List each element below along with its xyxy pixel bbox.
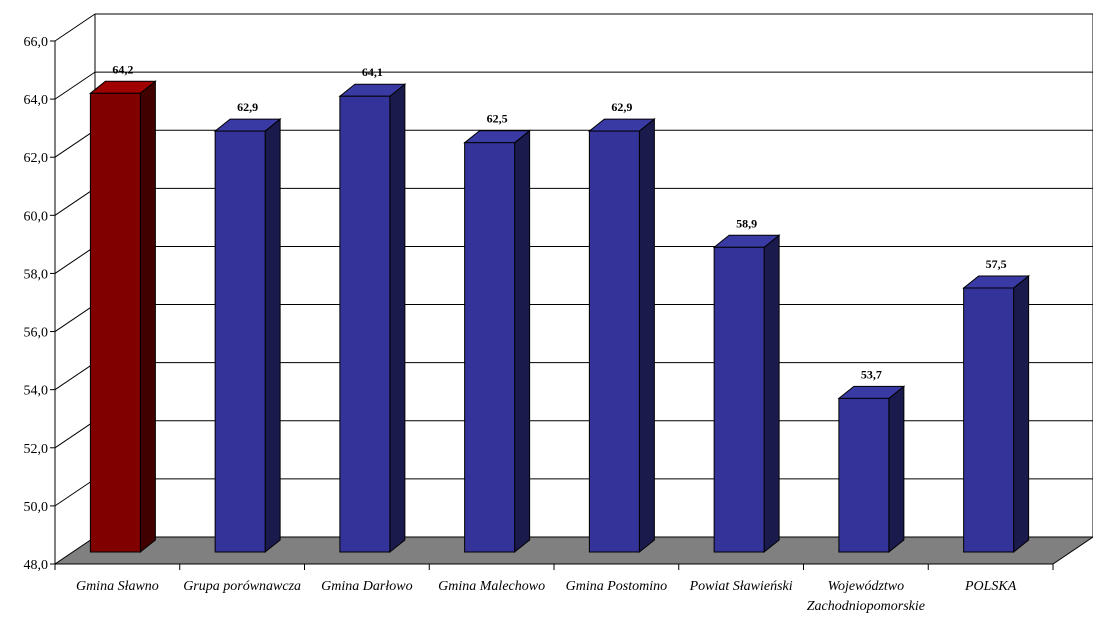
bar-side bbox=[514, 129, 531, 554]
y-tick-label: 66,0 bbox=[24, 35, 49, 50]
data-label: 62,5 bbox=[487, 112, 508, 126]
chart-floor bbox=[53, 536, 1093, 565]
data-label: 64,1 bbox=[362, 65, 383, 79]
gridline-side bbox=[54, 420, 96, 449]
data-label: 64,2 bbox=[112, 62, 133, 76]
gridline-side bbox=[54, 187, 96, 216]
y-tick-label: 60,0 bbox=[24, 209, 49, 224]
x-tick-label: Gmina Postomino bbox=[566, 579, 668, 594]
data-label: 58,9 bbox=[736, 216, 757, 230]
bar bbox=[713, 246, 765, 553]
bar-side bbox=[264, 118, 281, 554]
bar bbox=[588, 130, 640, 553]
bar bbox=[838, 397, 890, 553]
bar-side bbox=[139, 80, 156, 554]
y-tick-label: 64,0 bbox=[24, 93, 49, 108]
gridline-side bbox=[54, 304, 96, 332]
x-tick-label: Gmina Sławno bbox=[76, 579, 159, 594]
data-label: 62,9 bbox=[237, 100, 258, 114]
gridline-side bbox=[54, 362, 96, 391]
x-tick-label: Zachodniopomorskie bbox=[807, 599, 925, 614]
y-tick-label: 56,0 bbox=[24, 326, 49, 341]
bar bbox=[963, 287, 1015, 553]
gridline-side bbox=[54, 13, 96, 42]
x-tick-label: POLSKA bbox=[964, 579, 1017, 594]
y-tick-label: 48,0 bbox=[24, 558, 49, 573]
gridline-side bbox=[54, 129, 96, 158]
bar bbox=[89, 92, 141, 553]
y-tick-label: 52,0 bbox=[24, 442, 49, 457]
y-tick-label: 58,0 bbox=[24, 267, 49, 282]
data-label: 57,5 bbox=[986, 257, 1007, 271]
gridline-side bbox=[54, 478, 96, 507]
bar bbox=[339, 95, 391, 553]
x-tick-label: Grupa porównawcza bbox=[183, 579, 301, 594]
data-label: 62,9 bbox=[611, 100, 632, 114]
x-tick-label: Gmina Malechowo bbox=[438, 579, 545, 594]
bar-side bbox=[389, 83, 406, 554]
y-tick-label: 62,0 bbox=[24, 151, 49, 166]
x-tick-label: Województwo bbox=[828, 579, 905, 594]
bar-side bbox=[638, 118, 655, 554]
bar bbox=[214, 130, 266, 553]
y-tick-label: 54,0 bbox=[24, 384, 49, 399]
bar-side bbox=[1013, 274, 1030, 554]
y-tick-label: 50,0 bbox=[24, 500, 49, 515]
data-label: 53,7 bbox=[861, 367, 882, 381]
gridline-side bbox=[54, 246, 96, 274]
bar bbox=[464, 142, 516, 553]
bar-side bbox=[888, 385, 905, 554]
x-tick-label: Powiat Sławieński bbox=[689, 579, 793, 594]
bar-side bbox=[763, 234, 780, 554]
x-tick-label: Gmina Darłowo bbox=[321, 579, 412, 594]
gridline-side bbox=[54, 71, 96, 100]
